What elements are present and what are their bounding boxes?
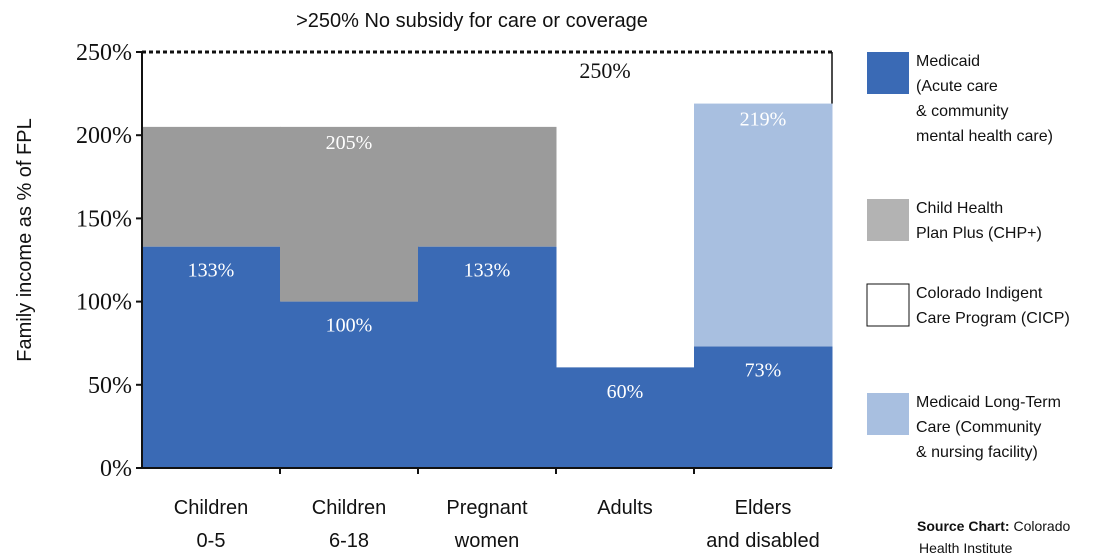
bar-label-0-2: 133% bbox=[464, 260, 511, 282]
bar-label-0-1: 100% bbox=[326, 315, 373, 337]
legend-label-0-1: (Acute care bbox=[916, 78, 998, 95]
y-tick-label-1: 50% bbox=[88, 373, 132, 399]
bar-segment-1-0 bbox=[142, 126, 281, 247]
y-axis-label: Family income as % of FPL bbox=[14, 118, 36, 361]
bar-segment-0-3 bbox=[556, 368, 695, 468]
category-label-4-1: and disabled bbox=[706, 530, 819, 552]
bar-labels-layer: 133% 100% 133% 60% 73% 205% 219% bbox=[188, 109, 787, 404]
legend-label-2-1: Care Program (CICP) bbox=[916, 310, 1070, 327]
legend-swatch-3 bbox=[867, 393, 909, 435]
y-tick-label-4: 200% bbox=[76, 123, 132, 149]
bars-layer bbox=[142, 103, 833, 468]
category-label-0-0: Children bbox=[174, 497, 248, 519]
category-label-1-1: 6-18 bbox=[329, 530, 369, 552]
legend-label-0-2: & community bbox=[916, 103, 1008, 120]
y-tick-label-3: 150% bbox=[76, 206, 132, 232]
x-ticks-layer: Children 0-5 Children 6-18 Pregnant women Adul… bbox=[174, 468, 820, 552]
legend-swatch-0 bbox=[867, 52, 909, 94]
legend-label-3-2: & nursing facility) bbox=[916, 444, 1038, 461]
bar-segment-2-4 bbox=[694, 103, 833, 347]
legend-label-0-3: mental health care) bbox=[916, 128, 1053, 145]
y-tick-label-0: 0% bbox=[100, 456, 132, 482]
bar-label-0-4: 73% bbox=[745, 360, 782, 382]
source-label: Source Chart: bbox=[917, 518, 1013, 534]
source-line-0: Colorado bbox=[1013, 518, 1070, 534]
category-label-0-1: 0-5 bbox=[197, 530, 226, 552]
bar-segment-0-4 bbox=[694, 346, 833, 468]
legend-label-0-0: Medicaid bbox=[916, 53, 980, 70]
legend-swatch-2 bbox=[866, 283, 910, 327]
category-label-4-0: Elders bbox=[735, 497, 792, 519]
category-label-2-0: Pregnant bbox=[446, 497, 528, 519]
y-ticks-layer: 0% 50% 100% 150% 200% 250% bbox=[76, 40, 142, 482]
legend-label-1-0: Child Health bbox=[916, 200, 1003, 217]
legend: Medicaid (Acute care & community mental hea… bbox=[866, 52, 1070, 461]
bar-label-2-4: 219% bbox=[740, 109, 787, 131]
legend-label-2-0: Colorado Indigent bbox=[916, 285, 1043, 302]
bar-segment-1-1 bbox=[280, 126, 419, 302]
source-line-1: Health Institute bbox=[919, 540, 1013, 556]
legend-label-3-0: Medicaid Long-Term bbox=[916, 394, 1061, 411]
axes-layer bbox=[141, 52, 833, 469]
category-label-3-0: Adults bbox=[597, 497, 653, 519]
bar-label-1-1: 205% bbox=[326, 132, 373, 154]
bar-label-0-0: 133% bbox=[188, 260, 235, 282]
bar-label-0-3: 60% bbox=[607, 381, 644, 403]
category-label-2-1: women bbox=[454, 530, 519, 552]
legend-label-3-1: Care (Community bbox=[916, 419, 1041, 436]
bar-segment-0-0 bbox=[142, 246, 281, 468]
bar-segment-0-2 bbox=[418, 246, 557, 468]
threshold-label: 250% bbox=[579, 58, 630, 83]
top-note: >250% No subsidy for care or coverage bbox=[296, 10, 648, 32]
source-note: Source Chart: Colorado Health Institute bbox=[917, 518, 1070, 556]
bar-segment-1-2 bbox=[418, 126, 557, 247]
legend-label-1-1: Plan Plus (CHP+) bbox=[916, 225, 1042, 242]
y-tick-label-5: 250% bbox=[76, 40, 132, 66]
legend-swatch-1 bbox=[867, 199, 909, 241]
category-label-1-0: Children bbox=[312, 497, 386, 519]
y-tick-label-2: 100% bbox=[76, 290, 132, 316]
bar-segment-0-1 bbox=[280, 301, 419, 468]
